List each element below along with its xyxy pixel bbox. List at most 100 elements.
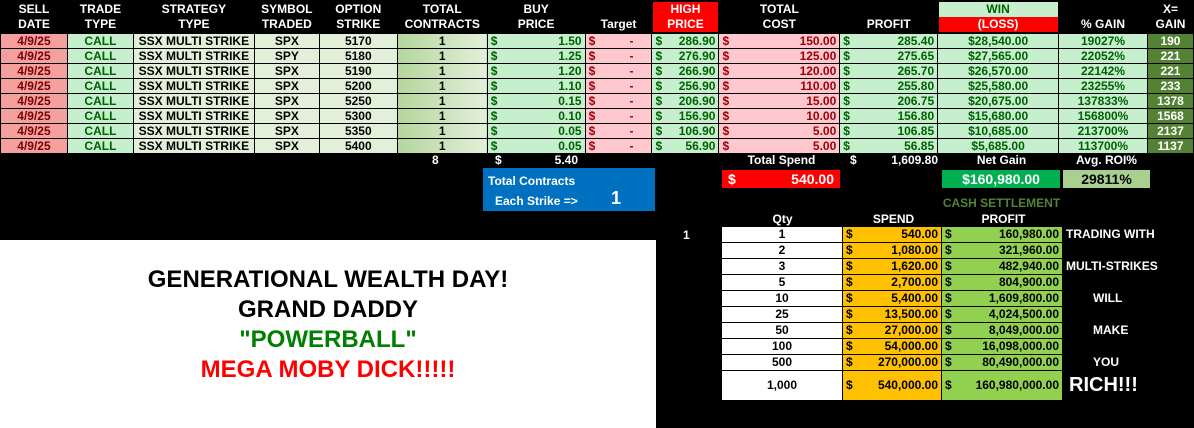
qty-cell[interactable]: 50 <box>721 322 843 339</box>
win-cell[interactable]: $26,570.00 <box>937 63 1060 79</box>
strategy-cell[interactable]: SSX MULTI STRIKE <box>132 123 255 139</box>
sell-date-cell[interactable]: 4/9/25 <box>0 63 68 79</box>
win-cell[interactable]: $28,540.00 <box>937 33 1060 49</box>
buy-cell[interactable]: $1.10 <box>486 78 586 94</box>
profit-cell[interactable]: $106.85 <box>839 123 939 139</box>
strategy-cell[interactable]: SSX MULTI STRIKE <box>132 48 255 64</box>
profit-cell[interactable]: $56.85 <box>839 138 939 154</box>
trade-type-cell[interactable]: CALL <box>66 123 134 139</box>
x-gain-cell[interactable]: 2137 <box>1146 123 1194 139</box>
sell-date-cell[interactable]: 4/9/25 <box>0 33 68 49</box>
pct-gain-cell[interactable]: 22142% <box>1058 63 1148 79</box>
qty-cell[interactable]: 2 <box>721 242 843 259</box>
sell-date-cell[interactable]: 4/9/25 <box>0 138 68 154</box>
sell-date-cell[interactable]: 4/9/25 <box>0 108 68 124</box>
profit-cell[interactable]: $160,980,000.00 <box>941 370 1063 401</box>
strike-cell[interactable]: 5190 <box>318 63 398 79</box>
qty-cell[interactable]: 1 <box>721 226 843 243</box>
target-cell[interactable]: $ - <box>584 108 653 124</box>
pct-gain-cell[interactable]: 23255% <box>1058 78 1148 94</box>
profit-cell[interactable]: $804,900.00 <box>941 274 1063 291</box>
strike-cell[interactable]: 5180 <box>318 48 398 64</box>
cost-cell[interactable]: $125.00 <box>718 48 841 64</box>
high-cell[interactable]: $256.90 <box>651 78 720 94</box>
contracts-cell[interactable]: 1 <box>396 78 488 94</box>
spend-cell[interactable]: $1,080.00 <box>842 242 942 259</box>
spend-cell[interactable]: $54,000.00 <box>842 338 942 355</box>
spend-cell[interactable]: $2,700.00 <box>842 274 942 291</box>
contracts-cell[interactable]: 1 <box>396 108 488 124</box>
symbol-cell[interactable]: SPX <box>253 138 320 154</box>
qty-cell[interactable]: 5 <box>721 274 843 291</box>
spend-cell[interactable]: $540,000.00 <box>842 370 942 401</box>
target-cell[interactable]: $ - <box>584 123 653 139</box>
profit-cell[interactable]: $482,940.00 <box>941 258 1063 275</box>
spend-cell[interactable]: $5,400.00 <box>842 290 942 307</box>
cost-cell[interactable]: $10.00 <box>718 108 841 124</box>
spend-cell[interactable]: $540.00 <box>842 226 942 243</box>
buy-cell[interactable]: $1.50 <box>486 33 586 49</box>
symbol-cell[interactable]: SPY <box>253 48 320 64</box>
strategy-cell[interactable]: SSX MULTI STRIKE <box>132 33 255 49</box>
buy-cell[interactable]: $0.10 <box>486 108 586 124</box>
profit-cell[interactable]: $4,024,500.00 <box>941 306 1063 323</box>
trade-type-cell[interactable]: CALL <box>66 108 134 124</box>
pct-gain-cell[interactable]: 156800% <box>1058 108 1148 124</box>
win-cell[interactable]: $10,685.00 <box>937 123 1060 139</box>
x-gain-cell[interactable]: 1137 <box>1146 138 1194 154</box>
qty-cell[interactable]: 1,000 <box>721 370 843 401</box>
strategy-cell[interactable]: SSX MULTI STRIKE <box>132 78 255 94</box>
sell-date-cell[interactable]: 4/9/25 <box>0 93 68 109</box>
trade-type-cell[interactable]: CALL <box>66 33 134 49</box>
profit-cell[interactable]: $8,049,000.00 <box>941 322 1063 339</box>
high-cell[interactable]: $286.90 <box>651 33 720 49</box>
strike-cell[interactable]: 5200 <box>318 78 398 94</box>
buy-cell[interactable]: $1.25 <box>486 48 586 64</box>
sell-date-cell[interactable]: 4/9/25 <box>0 48 68 64</box>
qty-cell[interactable]: 3 <box>721 258 843 275</box>
target-cell[interactable]: $ - <box>584 78 653 94</box>
strategy-cell[interactable]: SSX MULTI STRIKE <box>132 138 255 154</box>
symbol-cell[interactable]: SPX <box>253 33 320 49</box>
qty-cell[interactable]: 500 <box>721 354 843 371</box>
cost-cell[interactable]: $120.00 <box>718 63 841 79</box>
pct-gain-cell[interactable]: 137833% <box>1058 93 1148 109</box>
high-cell[interactable]: $56.90 <box>651 138 720 154</box>
spend-cell[interactable]: $27,000.00 <box>842 322 942 339</box>
target-cell[interactable]: $ - <box>584 63 653 79</box>
high-cell[interactable]: $276.90 <box>651 48 720 64</box>
win-cell[interactable]: $25,580.00 <box>937 78 1060 94</box>
contracts-cell[interactable]: 1 <box>396 123 488 139</box>
high-cell[interactable]: $106.90 <box>651 123 720 139</box>
trade-type-cell[interactable]: CALL <box>66 63 134 79</box>
cost-cell[interactable]: $15.00 <box>718 93 841 109</box>
contracts-cell[interactable]: 1 <box>396 93 488 109</box>
qty-cell[interactable]: 10 <box>721 290 843 307</box>
pct-gain-cell[interactable]: 113700% <box>1058 138 1148 154</box>
trade-type-cell[interactable]: CALL <box>66 93 134 109</box>
pct-gain-cell[interactable]: 19027% <box>1058 33 1148 49</box>
cost-cell[interactable]: $5.00 <box>718 123 841 139</box>
contracts-cell[interactable]: 1 <box>396 63 488 79</box>
x-gain-cell[interactable]: 221 <box>1146 48 1194 64</box>
buy-cell[interactable]: $0.05 <box>486 123 586 139</box>
qty-cell[interactable]: 100 <box>721 338 843 355</box>
profit-cell[interactable]: $206.75 <box>839 93 939 109</box>
contracts-cell[interactable]: 1 <box>396 48 488 64</box>
profit-cell[interactable]: $265.70 <box>839 63 939 79</box>
win-cell[interactable]: $27,565.00 <box>937 48 1060 64</box>
profit-cell[interactable]: $16,098,000.00 <box>941 338 1063 355</box>
pct-gain-cell[interactable]: 22052% <box>1058 48 1148 64</box>
symbol-cell[interactable]: SPX <box>253 63 320 79</box>
buy-cell[interactable]: $0.15 <box>486 93 586 109</box>
symbol-cell[interactable]: SPX <box>253 93 320 109</box>
x-gain-cell[interactable]: 233 <box>1146 78 1194 94</box>
strategy-cell[interactable]: SSX MULTI STRIKE <box>132 108 255 124</box>
win-cell[interactable]: $5,685.00 <box>937 138 1060 154</box>
strike-cell[interactable]: 5170 <box>318 33 398 49</box>
target-cell[interactable]: $ - <box>584 33 653 49</box>
spend-cell[interactable]: $13,500.00 <box>842 306 942 323</box>
trade-type-cell[interactable]: CALL <box>66 78 134 94</box>
high-cell[interactable]: $266.90 <box>651 63 720 79</box>
strike-cell[interactable]: 5300 <box>318 108 398 124</box>
